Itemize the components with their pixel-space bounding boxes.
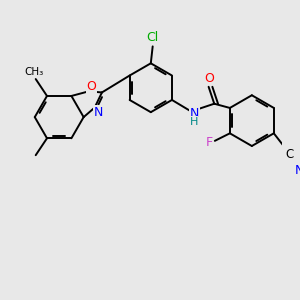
Text: Cl: Cl bbox=[147, 32, 159, 44]
Text: N: N bbox=[295, 164, 300, 177]
Text: H: H bbox=[189, 117, 198, 127]
Text: O: O bbox=[86, 80, 96, 93]
Text: N: N bbox=[190, 106, 199, 120]
Text: N: N bbox=[94, 106, 103, 119]
Text: O: O bbox=[205, 72, 214, 85]
Text: CH₃: CH₃ bbox=[24, 67, 44, 76]
Text: F: F bbox=[206, 136, 213, 149]
Text: C: C bbox=[286, 148, 294, 161]
